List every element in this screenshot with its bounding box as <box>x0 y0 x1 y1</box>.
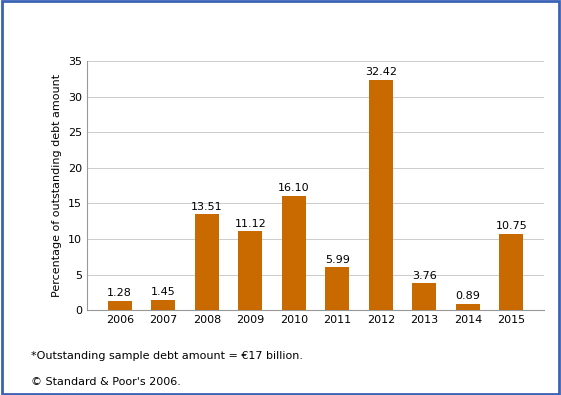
Bar <box>195 214 219 310</box>
Bar <box>412 283 436 310</box>
Text: *Outstanding sample debt amount = €17 billion.: *Outstanding sample debt amount = €17 bi… <box>31 351 303 361</box>
Bar <box>369 79 393 310</box>
Text: 1.28: 1.28 <box>107 288 132 299</box>
Text: 16.10: 16.10 <box>278 183 310 193</box>
Bar <box>108 301 132 310</box>
Bar <box>325 267 350 310</box>
Bar <box>238 231 262 310</box>
Text: 10.75: 10.75 <box>495 221 527 231</box>
Bar <box>456 304 480 310</box>
Text: 5.99: 5.99 <box>325 255 350 265</box>
Text: 13.51: 13.51 <box>191 201 223 212</box>
Text: 0.89: 0.89 <box>456 291 480 301</box>
Text: 32.42: 32.42 <box>365 67 397 77</box>
Bar <box>151 300 175 310</box>
Text: 3.76: 3.76 <box>412 271 437 281</box>
Text: © Standard & Poor's 2006.: © Standard & Poor's 2006. <box>31 377 181 387</box>
Y-axis label: Percentage of outstanding debt amount: Percentage of outstanding debt amount <box>52 74 62 297</box>
Bar <box>282 196 306 310</box>
Bar <box>499 234 523 310</box>
Text: Program loans: Program loans <box>10 33 100 46</box>
Text: 1.45: 1.45 <box>151 287 176 297</box>
Text: 11.12: 11.12 <box>234 218 266 229</box>
Text: Chart 5: Percentage Of Outstanding Debt Amountᶜ In Each Year: Chart 5: Percentage Of Outstanding Debt … <box>10 7 536 22</box>
